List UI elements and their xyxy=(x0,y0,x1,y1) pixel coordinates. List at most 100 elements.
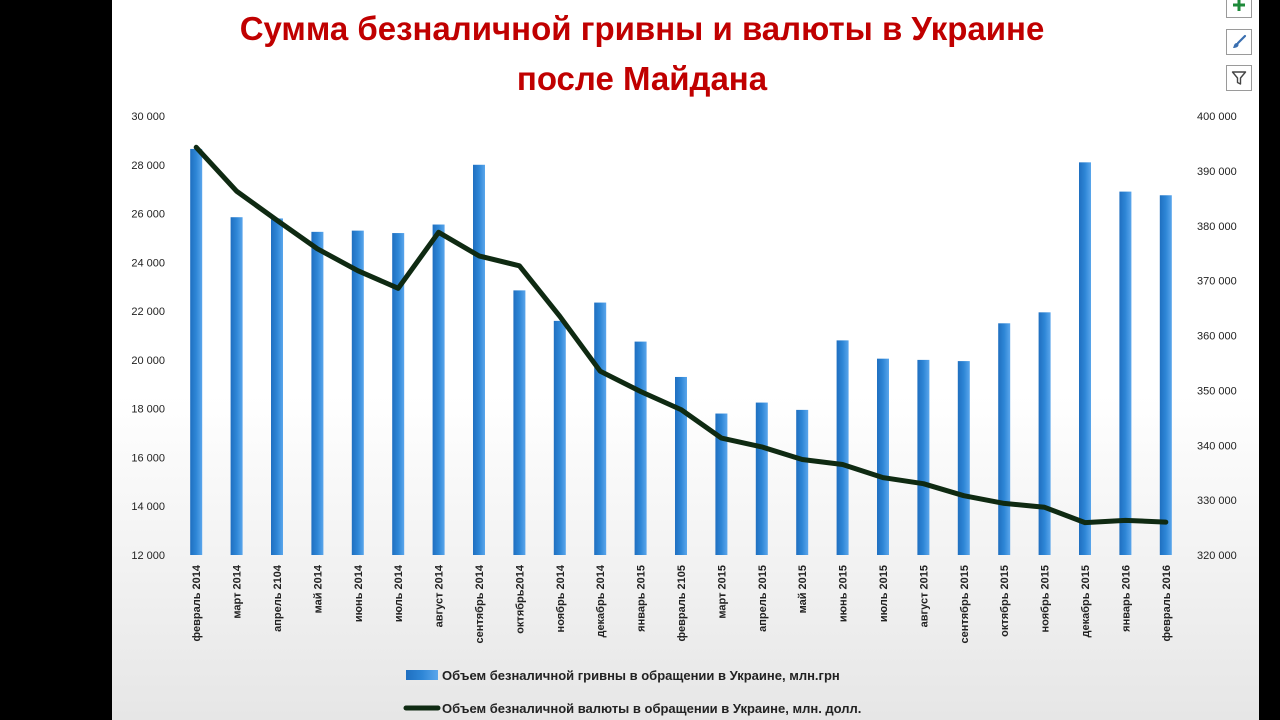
y-left-tick-label: 22 000 xyxy=(131,306,165,318)
y-left-tick-label: 18 000 xyxy=(131,404,165,416)
y-left-tick-label: 28 000 xyxy=(131,160,165,172)
line-point xyxy=(437,230,441,234)
chart-styles-button[interactable] xyxy=(1226,29,1252,55)
tool-strip xyxy=(1259,0,1280,720)
x-category-label: сентябрь 2015 xyxy=(959,565,971,644)
line-point xyxy=(1002,501,1006,505)
bar xyxy=(796,409,809,555)
x-category-label: февраль 2016 xyxy=(1161,565,1173,641)
x-category-label: октябрь 2015 xyxy=(999,565,1011,637)
line-point xyxy=(598,369,602,373)
x-category-label: январь 2015 xyxy=(636,565,648,632)
x-category-label: апрель 2015 xyxy=(757,565,769,632)
y-right-tick-label: 350 000 xyxy=(1197,385,1237,397)
y-left-tick-label: 26 000 xyxy=(131,209,165,221)
legend-line-label: Объем безналичной валюты в обращении в У… xyxy=(442,701,861,716)
y-left-tick-label: 16 000 xyxy=(131,452,165,464)
line-point xyxy=(477,254,481,258)
line-point xyxy=(275,218,279,222)
x-category-label: декабрь 2014 xyxy=(595,564,607,637)
bar xyxy=(1038,312,1051,555)
x-category-label: март 2015 xyxy=(716,565,728,619)
x-category-label: ноябрь 2014 xyxy=(555,564,567,632)
bar xyxy=(594,302,607,555)
bar xyxy=(634,341,647,555)
line-point xyxy=(1043,505,1047,509)
line-point xyxy=(235,189,239,193)
line-point xyxy=(315,247,319,251)
bar xyxy=(1079,162,1091,556)
bar xyxy=(998,323,1011,555)
bar xyxy=(1159,195,1172,555)
line-point xyxy=(1164,520,1168,524)
line-point xyxy=(396,286,400,290)
bar xyxy=(877,358,889,555)
chart-title: Сумма безналичной гривны и валюты в Укра… xyxy=(222,4,1062,104)
bar xyxy=(432,224,445,555)
line-point xyxy=(800,458,804,462)
x-category-label: декабрь 2015 xyxy=(1080,565,1092,638)
line-point xyxy=(841,462,845,466)
legend-bar-label: Объем безналичной гривны в обращении в У… xyxy=(442,668,840,683)
x-category-label: февраль 2105 xyxy=(676,565,688,641)
y-right-tick-label: 320 000 xyxy=(1197,550,1237,562)
y-right-tick-label: 390 000 xyxy=(1197,166,1237,178)
y-right-tick-label: 340 000 xyxy=(1197,440,1237,452)
line-point xyxy=(1123,518,1127,522)
chart-title-line-1: Сумма безналичной гривны и валюты в Укра… xyxy=(239,10,1045,47)
bar xyxy=(311,231,324,555)
y-left-tick-label: 14 000 xyxy=(131,501,165,513)
x-category-label: апрель 2104 xyxy=(272,564,284,632)
bar xyxy=(1119,191,1132,555)
x-category-label: сентябрь 2014 xyxy=(474,564,486,643)
x-category-label: март 2014 xyxy=(232,564,244,618)
line-point xyxy=(517,264,521,268)
bar xyxy=(917,359,930,555)
line-point xyxy=(356,269,360,273)
x-category-label: июль 2015 xyxy=(878,565,890,622)
bar xyxy=(473,164,485,555)
bar xyxy=(190,148,203,556)
x-category-label: август 2014 xyxy=(434,564,446,627)
chart-filter-button[interactable] xyxy=(1226,65,1252,91)
bar xyxy=(392,233,405,556)
y-right-tick-label: 370 000 xyxy=(1197,276,1237,288)
bar xyxy=(351,230,364,555)
x-category-label: ноябрь 2015 xyxy=(1040,565,1052,632)
filter-icon xyxy=(1231,71,1247,85)
x-category-label: февраль 2014 xyxy=(191,564,203,641)
y-right-tick-label: 360 000 xyxy=(1197,331,1237,343)
line-point xyxy=(921,482,925,486)
bar xyxy=(271,218,283,555)
bar xyxy=(553,320,566,555)
x-category-label: январь 2016 xyxy=(1120,565,1132,632)
line-point xyxy=(719,436,723,440)
y-left-tick-label: 20 000 xyxy=(131,355,165,367)
bar xyxy=(957,361,970,555)
chart-title-line-2: после Майдана xyxy=(516,60,768,97)
line-point xyxy=(881,476,885,480)
x-category-label: июнь 2014 xyxy=(353,564,365,622)
x-category-label: август 2015 xyxy=(918,565,930,627)
line-point xyxy=(1083,521,1087,525)
line-point xyxy=(962,494,966,498)
line-point xyxy=(760,445,764,449)
add-chart-element-button[interactable] xyxy=(1226,0,1252,18)
line-point xyxy=(679,408,683,412)
x-category-label: июль 2014 xyxy=(393,564,405,622)
brush-icon xyxy=(1233,34,1247,48)
bar xyxy=(513,290,526,555)
line-point xyxy=(194,145,198,149)
bar xyxy=(836,340,849,555)
x-category-label: май 2015 xyxy=(797,565,809,613)
y-right-tick-label: 330 000 xyxy=(1197,495,1237,507)
x-category-label: июнь 2015 xyxy=(838,565,850,622)
bar xyxy=(230,217,243,556)
y-left-tick-label: 12 000 xyxy=(131,550,165,562)
line-point xyxy=(639,389,643,393)
y-left-tick-label: 24 000 xyxy=(131,257,165,269)
legend-bar-swatch xyxy=(406,670,438,680)
x-category-label: октябрь2014 xyxy=(514,564,526,634)
bar xyxy=(755,402,768,555)
